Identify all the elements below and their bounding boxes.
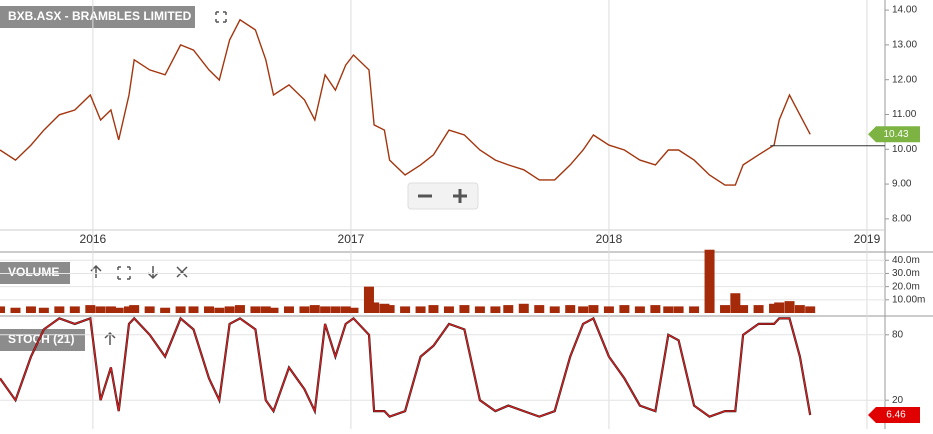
bar [663, 306, 674, 313]
x-tick-label: 2017 [338, 232, 365, 246]
bar [105, 306, 116, 313]
y-tick-label: 12.00 [892, 74, 917, 85]
bar [400, 306, 411, 313]
bar [268, 307, 279, 313]
bar [784, 301, 795, 313]
y-tick-label: 14.00 [892, 5, 917, 16]
bar [415, 306, 426, 313]
line [0, 18, 811, 186]
bar [25, 306, 36, 313]
zoom-controls [407, 182, 479, 210]
bar [650, 305, 661, 313]
bar [124, 306, 135, 313]
bar [38, 307, 49, 313]
bar [549, 306, 560, 313]
bar [54, 306, 65, 313]
bar [603, 306, 614, 313]
y-tick-label: 11.00 [892, 109, 917, 120]
last-label-box [868, 126, 920, 143]
y-tick-label: 40.0m [892, 255, 920, 266]
bar [794, 305, 805, 313]
bar [490, 306, 501, 313]
y-tick-label: 8.00 [892, 214, 912, 225]
bar [634, 306, 645, 313]
bar [805, 306, 816, 313]
bar [534, 305, 545, 313]
bar [260, 306, 271, 313]
bar [10, 307, 21, 313]
bar [85, 305, 96, 313]
bar [689, 306, 700, 313]
bar [283, 306, 294, 313]
bar [518, 303, 529, 313]
x-tick-label: 2016 [80, 232, 107, 246]
y-tick-label: 20.0m [892, 281, 920, 292]
bar [588, 305, 599, 313]
bar [320, 306, 331, 313]
bar [330, 306, 341, 313]
bar [234, 305, 245, 313]
bar [0, 306, 5, 313]
last-label: 6.46 [886, 410, 906, 421]
bar [730, 293, 741, 313]
last-label-box [868, 406, 920, 423]
bar [443, 306, 454, 313]
bar [129, 305, 140, 313]
y-tick-label: 10.00 [892, 144, 917, 155]
bar [113, 307, 124, 313]
bar [503, 305, 514, 313]
zoom-in[interactable] [453, 189, 467, 203]
bar [299, 306, 310, 313]
y-tick-label: 13.00 [892, 40, 917, 51]
bar [144, 306, 155, 313]
bar [738, 305, 749, 313]
bar [673, 306, 684, 313]
bar [160, 307, 171, 313]
y-tick-label: 80 [892, 329, 904, 340]
bar [720, 305, 731, 313]
bar [379, 303, 390, 313]
bar [474, 306, 485, 313]
chart-title: BXB.ASX - BRAMBLES LIMITED [8, 9, 192, 23]
bar [428, 305, 439, 313]
last-label: 10.43 [883, 129, 908, 140]
bar [175, 306, 186, 313]
bar [774, 302, 785, 313]
bar [565, 305, 576, 313]
bar [224, 306, 235, 313]
bar [753, 305, 764, 313]
panel-title: VOLUME [8, 265, 59, 279]
bar [619, 305, 630, 313]
bar [214, 307, 225, 313]
bar [369, 302, 380, 313]
bar [309, 305, 320, 313]
bar [250, 306, 261, 313]
bar [363, 286, 374, 313]
bar [69, 306, 80, 313]
y-tick-label: 10.00m [892, 294, 925, 305]
y-tick-label: 30.0m [892, 268, 920, 279]
x-tick-label: 2018 [596, 232, 623, 246]
bar [459, 305, 470, 313]
bar [340, 306, 351, 313]
bar [203, 306, 214, 313]
bar [578, 306, 589, 313]
y-tick-label: 20 [892, 395, 904, 406]
panel-title: STOCH (21) [8, 332, 74, 346]
line [0, 317, 811, 418]
bar [95, 306, 106, 313]
bar [348, 307, 359, 313]
bar [769, 303, 780, 313]
title-box [0, 6, 195, 28]
bar [704, 249, 715, 313]
bar [188, 306, 199, 313]
bar [384, 305, 395, 313]
x-tick-label: 2019 [854, 232, 881, 246]
y-tick-label: 9.00 [892, 179, 912, 190]
